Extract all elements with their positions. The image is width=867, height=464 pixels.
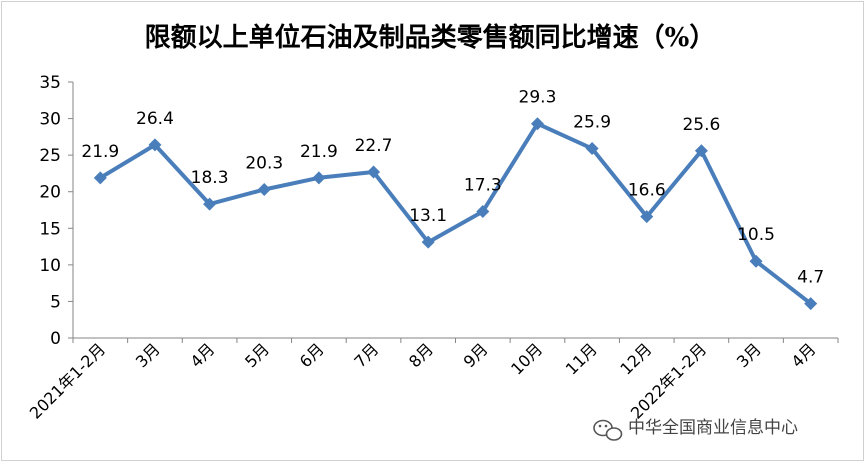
wechat-icon xyxy=(593,419,623,441)
data-point-marker xyxy=(694,144,708,158)
x-tick-label: 8月 xyxy=(405,339,437,371)
data-label: 18.3 xyxy=(191,168,229,188)
data-label: 26.4 xyxy=(136,109,174,129)
watermark: 中华全国商业信息中心 xyxy=(593,418,798,441)
data-label: 29.3 xyxy=(519,88,557,108)
x-tick-label: 4月 xyxy=(788,339,820,371)
y-tick-label: 0 xyxy=(50,329,61,349)
x-tick-label: 2021年1-2月 xyxy=(26,339,109,422)
data-label: 17.3 xyxy=(464,175,502,195)
data-label: 10.5 xyxy=(737,225,775,245)
data-label: 25.9 xyxy=(573,113,611,133)
data-point-marker xyxy=(421,235,435,249)
x-tick-label: 6月 xyxy=(296,339,328,371)
series-polyline xyxy=(99,121,812,306)
y-tick-label: 5 xyxy=(50,292,61,312)
x-tick-label: 11月 xyxy=(562,339,601,378)
data-point-marker xyxy=(640,210,654,224)
y-tick-label: 20 xyxy=(39,183,61,203)
x-tick-label: 9月 xyxy=(460,339,492,371)
data-point-marker xyxy=(148,138,162,152)
data-labels: 21.9 26.4 18.3 20.3 21.9 22.7 13.1 17.3 29.3 25.9… xyxy=(81,88,824,288)
data-point-marker xyxy=(367,165,381,179)
data-label: 4.7 xyxy=(797,268,824,288)
data-label: 25.6 xyxy=(682,115,720,135)
x-tick-label: 3月 xyxy=(132,339,164,371)
x-axis-ticks: 2021年1-2月 3月 4月 5月 6月 7月 8月 9月 10月 11月 12月2022年1-2… xyxy=(26,338,839,423)
axes xyxy=(72,82,838,339)
x-tick-label: 10月 xyxy=(507,339,546,378)
y-tick-label: 25 xyxy=(39,146,61,166)
x-tick-label: 7月 xyxy=(350,339,382,371)
data-point-marker xyxy=(530,117,544,131)
data-label: 22.7 xyxy=(355,136,393,156)
y-tick-label: 15 xyxy=(39,219,61,239)
y-axis-ticks: 0 5 10 15 20 25 30 35 xyxy=(39,73,73,349)
y-tick-label: 30 xyxy=(39,110,61,130)
series-line xyxy=(93,117,818,311)
data-point-marker xyxy=(585,142,599,156)
data-label: 16.6 xyxy=(628,181,666,201)
y-tick-label: 35 xyxy=(39,73,61,93)
data-point-marker xyxy=(804,297,818,311)
data-label: 20.3 xyxy=(245,154,283,174)
data-point-marker xyxy=(93,171,107,185)
y-tick-label: 10 xyxy=(39,256,61,276)
data-point-marker xyxy=(203,197,217,211)
data-point-marker xyxy=(312,171,326,185)
data-point-marker xyxy=(749,254,763,268)
data-label: 21.9 xyxy=(81,142,119,162)
x-tick-label: 4月 xyxy=(186,339,218,371)
chart-title: 限额以上单位石油及制品类零售额同比增速（%） xyxy=(145,22,716,53)
x-tick-label: 5月 xyxy=(241,339,273,371)
watermark-text: 中华全国商业信息中心 xyxy=(628,418,798,438)
x-tick-label: 12月 xyxy=(616,339,655,378)
data-label: 13.1 xyxy=(409,206,447,226)
x-tick-label: 3月 xyxy=(733,339,765,371)
data-label: 21.9 xyxy=(300,142,338,162)
data-point-marker xyxy=(257,183,271,197)
data-point-marker xyxy=(476,204,490,218)
